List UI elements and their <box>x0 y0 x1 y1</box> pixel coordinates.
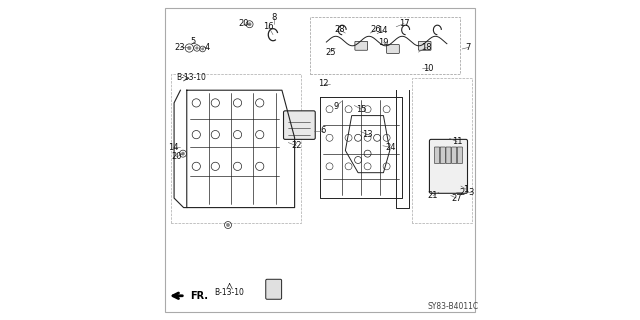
Circle shape <box>248 22 252 26</box>
FancyBboxPatch shape <box>387 44 399 53</box>
Text: 11: 11 <box>452 137 462 146</box>
Circle shape <box>181 152 185 156</box>
Circle shape <box>188 46 191 50</box>
Text: 3: 3 <box>468 188 474 197</box>
Text: 22: 22 <box>291 141 301 150</box>
Text: 6: 6 <box>321 126 326 135</box>
Text: 10: 10 <box>423 63 434 73</box>
Text: 26: 26 <box>371 25 381 35</box>
FancyBboxPatch shape <box>458 147 463 164</box>
Text: 24: 24 <box>385 143 396 152</box>
Text: 17: 17 <box>399 19 410 28</box>
Text: 14: 14 <box>377 26 388 35</box>
FancyBboxPatch shape <box>446 147 451 164</box>
Text: 27: 27 <box>451 194 461 203</box>
FancyBboxPatch shape <box>355 41 367 50</box>
Text: 25: 25 <box>325 48 336 57</box>
Text: 28: 28 <box>335 25 346 35</box>
Text: 9: 9 <box>334 101 339 111</box>
Text: 2: 2 <box>460 188 465 197</box>
FancyBboxPatch shape <box>266 279 282 299</box>
FancyBboxPatch shape <box>284 111 316 140</box>
Circle shape <box>201 48 204 50</box>
FancyBboxPatch shape <box>435 147 440 164</box>
Text: 13: 13 <box>362 130 373 139</box>
Text: 21: 21 <box>428 191 438 200</box>
Circle shape <box>195 46 198 50</box>
Text: FR.: FR. <box>190 291 208 301</box>
Circle shape <box>226 223 230 227</box>
Text: 12: 12 <box>319 79 329 88</box>
Text: 14: 14 <box>168 143 179 152</box>
FancyBboxPatch shape <box>429 140 467 193</box>
Text: 15: 15 <box>356 105 367 114</box>
Text: 5: 5 <box>191 37 196 46</box>
Text: 20: 20 <box>172 152 182 161</box>
Text: SY83-B4011C: SY83-B4011C <box>428 302 479 311</box>
Text: B-13-10: B-13-10 <box>177 73 207 82</box>
FancyBboxPatch shape <box>419 41 431 50</box>
FancyBboxPatch shape <box>452 147 457 164</box>
Text: 19: 19 <box>378 38 388 47</box>
Text: 16: 16 <box>263 22 274 31</box>
Text: 8: 8 <box>271 13 276 22</box>
Text: B-13-10: B-13-10 <box>214 288 244 297</box>
FancyBboxPatch shape <box>440 147 445 164</box>
Text: 23: 23 <box>175 43 185 52</box>
Text: 7: 7 <box>466 43 471 52</box>
Text: 1: 1 <box>463 185 468 194</box>
Text: 18: 18 <box>421 43 431 52</box>
Text: 20: 20 <box>238 19 248 28</box>
Text: 4: 4 <box>205 43 210 52</box>
